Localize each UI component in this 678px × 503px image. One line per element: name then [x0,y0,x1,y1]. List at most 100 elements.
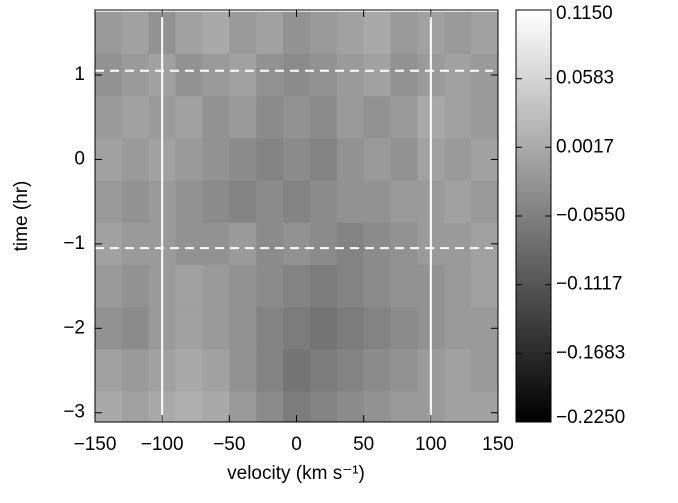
heat-cell [175,222,203,266]
y-tick-label: −1 [63,233,85,254]
heat-cell [390,222,418,266]
heat-cell [95,391,123,422]
heat-cell [444,264,472,308]
heat-cell [121,11,150,55]
heat-cell [309,96,338,139]
heat-cell [390,264,418,308]
heat-cell [95,96,123,139]
heat-cell [256,180,284,224]
heat-cell [309,264,338,308]
heat-cell [175,96,203,139]
heat-cell [175,307,203,350]
heat-cell [363,307,392,350]
heat-cell [336,138,365,182]
heat-cell [202,11,230,55]
heat-cell [95,180,123,224]
y-axis-label: time (hr) [11,181,32,252]
heat-cell [229,138,257,182]
heat-cell [202,53,230,97]
heat-cell [229,180,257,224]
heat-cell [121,307,150,350]
heat-cell [363,96,392,139]
heat-cell [256,222,284,266]
heat-cell [202,391,230,422]
heat-cell [390,11,418,55]
heat-cell [390,96,418,139]
heat-cell [444,138,472,182]
heat-cell [336,222,365,266]
heat-cell [309,138,338,182]
heat-cell [256,264,284,308]
x-tick-label: 0 [291,434,302,455]
heat-cell [471,96,498,139]
heat-cell [390,138,418,182]
heat-cell [256,307,284,350]
heat-cell [202,264,230,308]
y-tick-label: 0 [74,148,85,169]
heat-cell [283,222,311,266]
heat-cell [121,180,150,224]
heat-cell [283,349,311,393]
colorbar-tick-label: −0.2250 [556,407,625,428]
heat-cell [229,53,257,97]
heat-cell [309,11,338,55]
heat-cell [256,349,284,393]
x-tick-label: −50 [213,434,245,455]
heat-cell [229,222,257,266]
colorbar-tick-label: 0.0583 [556,68,614,89]
heat-cell [283,11,311,55]
y-tick-label: −2 [63,317,85,338]
heat-cell [363,349,392,393]
heat-cell [309,391,338,422]
heat-cell [363,391,392,422]
x-tick-label: −150 [74,434,117,455]
heat-cell [390,307,418,350]
heat-cell [444,96,472,139]
heat-cell [283,96,311,139]
heat-cell [202,180,230,224]
heat-cell [444,11,472,55]
heat-cell [444,391,472,422]
heat-cell [336,180,365,224]
heat-cell [336,391,365,422]
heat-cell [229,264,257,308]
heat-cell [444,180,472,224]
heat-cell [363,53,392,97]
heat-cell [336,307,365,350]
heat-cell [121,96,150,139]
heat-cell [471,391,498,422]
heat-cell [283,180,311,224]
heat-cell [309,307,338,350]
heat-cell [471,349,498,393]
heat-cell [202,349,230,393]
heat-cell [336,53,365,97]
heat-cell [444,307,472,350]
heat-cell [202,307,230,350]
heat-cell [229,391,257,422]
heat-cell [229,96,257,139]
heat-cell [363,138,392,182]
heat-cell [471,180,498,224]
heat-cell [121,264,150,308]
heat-cell [283,264,311,308]
colorbar-tick-label: −0.0550 [556,205,625,226]
heat-cell [471,11,498,55]
x-tick-label: 150 [482,434,514,455]
heat-cell [390,349,418,393]
heat-cell [363,180,392,224]
heat-cell [229,307,257,350]
heat-cell [229,349,257,393]
heat-cell [336,349,365,393]
heat-cell [336,264,365,308]
heat-cell [202,138,230,182]
heat-cell [256,391,284,422]
heat-cell [121,138,150,182]
colorbar-tick-label: 0.1150 [556,3,613,24]
y-tick-label: 1 [74,64,85,85]
heat-cell [256,96,284,139]
heat-cell [390,180,418,224]
heat-cell [175,180,203,224]
heat-cell [336,11,365,55]
y-tick-label: −3 [63,402,85,423]
